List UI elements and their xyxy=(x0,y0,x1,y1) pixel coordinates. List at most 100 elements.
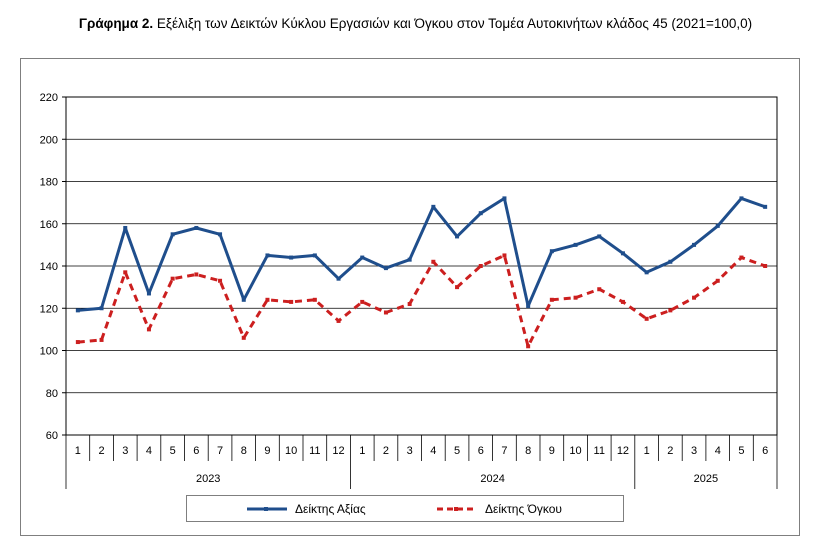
chart-title: Γράφημα 2. Εξέλιξη των Δεικτών Κύκλου Ερ… xyxy=(0,16,831,31)
legend-label-volume-index: Δείκτης Όγκου xyxy=(485,501,562,516)
data-point xyxy=(336,276,341,281)
series-line-2 xyxy=(77,253,766,348)
legend: Δείκτης Αξίας Δείκτης Όγκου xyxy=(186,495,624,522)
x-tick-label: 7 xyxy=(501,445,507,457)
year-label: 2024 xyxy=(480,473,504,485)
data-point xyxy=(146,291,151,296)
data-point xyxy=(692,242,697,247)
x-tick-label: 1 xyxy=(644,445,650,457)
data-point xyxy=(99,306,104,311)
data-point xyxy=(312,297,317,302)
data-point xyxy=(526,344,531,349)
x-tick-label: 10 xyxy=(285,445,297,457)
y-tick-label: 140 xyxy=(40,261,58,273)
data-point xyxy=(478,264,483,268)
data-point xyxy=(407,257,412,262)
legend-item-volume-index: Δείκτης Όγκου xyxy=(435,496,562,521)
data-point xyxy=(218,232,223,237)
x-tick-label: 10 xyxy=(569,445,581,457)
data-point xyxy=(549,249,554,254)
data-point xyxy=(265,297,270,302)
x-tick-label: 4 xyxy=(430,445,436,457)
x-tick-label: 2 xyxy=(98,445,104,457)
legend-item-value-index: Δείκτης Αξίας xyxy=(245,496,366,521)
x-tick-label: 9 xyxy=(264,445,270,457)
data-point xyxy=(597,287,602,292)
x-tick-label: 3 xyxy=(122,445,128,457)
data-point xyxy=(549,297,554,302)
x-tick-label: 5 xyxy=(170,445,176,457)
x-tick-label: 6 xyxy=(193,445,199,457)
x-tick-label: 9 xyxy=(549,445,555,457)
y-tick-label: 200 xyxy=(40,134,58,146)
data-point xyxy=(644,316,649,321)
data-point xyxy=(289,255,294,260)
data-point xyxy=(526,304,531,309)
y-tick-label: 220 xyxy=(40,92,58,104)
y-tick-label: 120 xyxy=(40,303,58,315)
legend-label-value-index: Δείκτης Αξίας xyxy=(295,501,366,516)
data-point xyxy=(336,318,341,323)
data-point xyxy=(763,204,768,209)
data-point xyxy=(455,234,460,239)
data-point xyxy=(194,272,199,277)
data-point xyxy=(146,327,151,332)
data-point xyxy=(383,310,388,315)
data-point xyxy=(99,337,104,342)
y-tick-label: 80 xyxy=(46,388,58,400)
data-point xyxy=(170,276,175,281)
data-point xyxy=(75,308,80,313)
x-tick-label: 7 xyxy=(217,445,223,457)
x-tick-label: 5 xyxy=(738,445,744,457)
x-tick-label: 3 xyxy=(691,445,697,457)
x-tick-label: 4 xyxy=(146,445,152,457)
data-point xyxy=(407,302,412,307)
year-label: 2025 xyxy=(694,473,718,485)
x-tick-label: 12 xyxy=(617,445,629,457)
data-point xyxy=(312,253,317,258)
data-point xyxy=(289,299,294,304)
chart-frame xyxy=(20,58,800,536)
data-point xyxy=(763,264,768,268)
x-tick-label: 12 xyxy=(332,445,344,457)
x-tick-label: 2 xyxy=(667,445,673,457)
data-point xyxy=(478,211,483,216)
x-tick-label: 4 xyxy=(715,445,721,457)
data-point xyxy=(573,242,578,247)
x-tick-label: 3 xyxy=(407,445,413,457)
x-tick-label: 6 xyxy=(762,445,768,457)
x-tick-label: 11 xyxy=(594,445,605,457)
y-tick-label: 180 xyxy=(40,177,58,189)
data-point xyxy=(431,204,436,209)
x-tick-label: 1 xyxy=(359,445,365,457)
x-tick-label: 2 xyxy=(383,445,389,457)
data-point xyxy=(573,295,578,300)
gridlines xyxy=(66,96,777,394)
data-point xyxy=(265,253,270,258)
data-point xyxy=(241,297,246,302)
data-point xyxy=(455,285,460,290)
chart-title-text: Εξέλιξη των Δεικτών Κύκλου Εργασιών και … xyxy=(153,16,753,31)
data-point xyxy=(715,278,720,283)
x-tick-label: 5 xyxy=(454,445,460,457)
data-point xyxy=(194,225,199,230)
data-point xyxy=(431,259,436,264)
data-point xyxy=(692,295,697,300)
data-point xyxy=(668,259,673,264)
data-point xyxy=(644,270,649,275)
data-point xyxy=(620,251,625,256)
data-point xyxy=(170,232,175,237)
data-point xyxy=(75,340,80,345)
data-point xyxy=(123,270,128,275)
x-tick-label: 8 xyxy=(525,445,531,457)
data-point xyxy=(360,255,365,260)
data-point xyxy=(739,255,744,260)
data-point xyxy=(620,299,625,304)
y-tick-label: 100 xyxy=(40,346,58,358)
data-point xyxy=(597,234,602,239)
legend-swatch-dashed xyxy=(437,506,477,511)
data-point xyxy=(715,223,720,228)
data-point xyxy=(502,196,507,201)
